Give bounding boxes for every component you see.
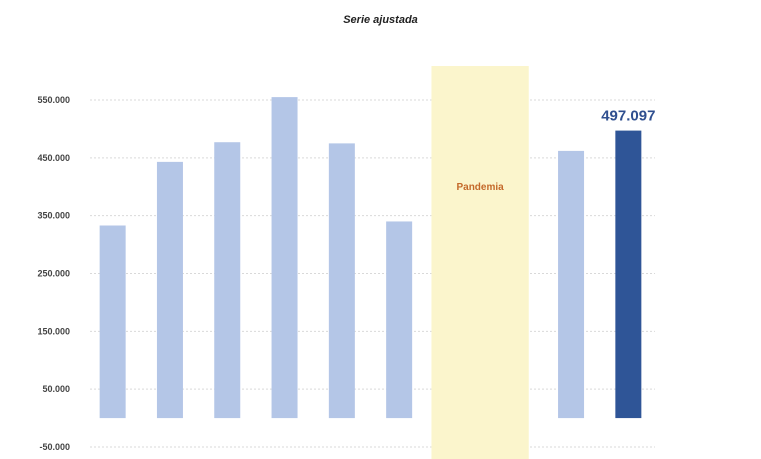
- pandemic-band: [431, 66, 529, 459]
- chart-subtitle: Serie ajustada: [343, 14, 418, 26]
- pandemic-band-label: Pandemia: [456, 182, 504, 193]
- bar-9: [615, 130, 642, 419]
- y-tick-label: 50.000: [42, 384, 70, 394]
- y-tick-label: 350.000: [37, 211, 70, 221]
- y-tick-label: 150.000: [37, 326, 70, 336]
- y-tick-label: -50.000: [39, 442, 70, 452]
- bar-0: [99, 225, 126, 419]
- bar-5: [386, 221, 413, 419]
- bar-8: [558, 150, 585, 419]
- data-label: 497.097: [601, 108, 655, 125]
- bar-2: [214, 142, 241, 419]
- y-tick-label: 250.000: [37, 269, 70, 279]
- y-tick-label: 450.000: [37, 153, 70, 163]
- bar-4: [328, 143, 355, 419]
- bar-1: [156, 161, 183, 419]
- y-tick-label: 550.000: [37, 95, 70, 105]
- bar-3: [271, 97, 298, 419]
